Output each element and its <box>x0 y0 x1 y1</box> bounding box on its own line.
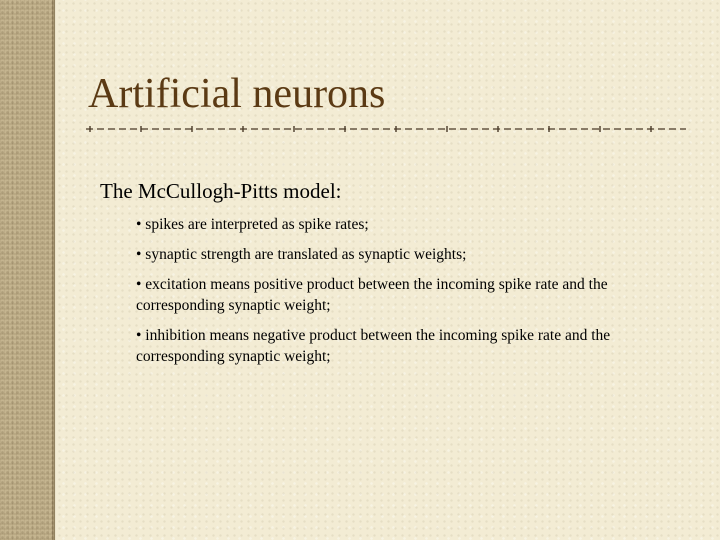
bullet-item: • spikes are interpreted as spike rates; <box>136 216 369 233</box>
model-heading: The McCullogh-Pitts model: <box>100 179 342 203</box>
bullet-item: • inhibition means negative product betw… <box>136 327 611 365</box>
slide-body: The McCullogh-Pitts model: • spikes are … <box>100 178 680 376</box>
title-divider <box>86 126 686 132</box>
bullet-list: • spikes are interpreted as spike rates;… <box>100 214 680 367</box>
bullet-item: • synaptic strength are translated as sy… <box>136 246 467 263</box>
left-texture-bar <box>0 0 55 540</box>
bullet-item: • excitation means positive product betw… <box>136 276 608 314</box>
left-bar-shadow <box>52 0 56 540</box>
slide-title: Artificial neurons <box>88 71 386 117</box>
